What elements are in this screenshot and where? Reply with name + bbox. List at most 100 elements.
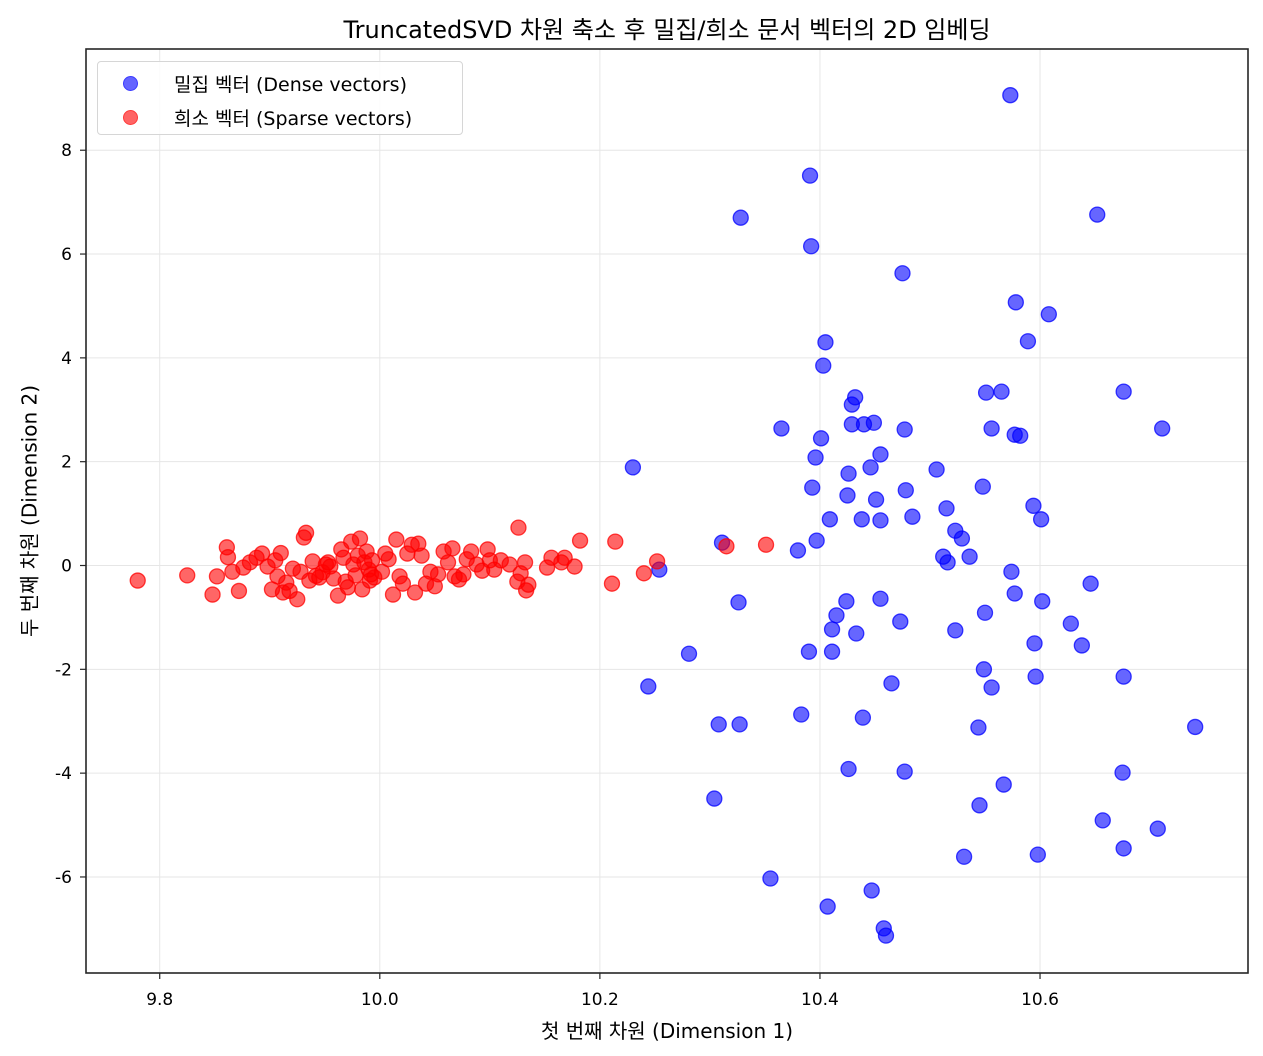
dense-marker-icon (123, 75, 138, 91)
data-point (1089, 206, 1106, 223)
data-point (444, 540, 461, 557)
grid-lines (86, 49, 1248, 973)
data-point (976, 604, 994, 621)
data-point (1187, 718, 1204, 736)
data-point (1026, 635, 1043, 652)
data-point (877, 927, 895, 944)
y-tick-label: 8 (61, 141, 72, 161)
data-point (904, 508, 921, 525)
data-point (1115, 383, 1132, 400)
data-point (380, 551, 397, 568)
data-point (843, 396, 861, 413)
data-point (204, 586, 221, 603)
data-point (823, 643, 841, 660)
data-point (429, 566, 447, 583)
data-point (983, 679, 1000, 696)
y-tick-label: 6 (61, 245, 72, 265)
data-point (730, 594, 747, 611)
data-point (970, 719, 987, 736)
plot-frame (85, 48, 1249, 974)
data-point (1114, 764, 1131, 781)
data-point (961, 548, 978, 565)
data-point (1003, 563, 1020, 580)
data-point (802, 238, 820, 255)
x-axis-label: 첫 번째 차원 (Dimension 1) (540, 1019, 794, 1043)
data-point (1149, 820, 1166, 837)
data-point (812, 430, 830, 447)
data-point (947, 622, 964, 639)
data-point (897, 482, 914, 499)
data-point (974, 478, 991, 495)
data-point (1006, 585, 1023, 602)
data-point (219, 549, 237, 566)
data-point (1002, 87, 1019, 104)
data-point (1040, 306, 1057, 323)
data-point (757, 536, 775, 553)
data-point (1115, 840, 1132, 857)
y-tick-label: -4 (55, 764, 72, 784)
data-point (455, 566, 472, 583)
data-point (640, 678, 657, 695)
data-point (230, 582, 248, 600)
data-point (351, 530, 369, 547)
y-axis-label: 두 번째 차원 (Dimension 2) (17, 384, 42, 638)
data-point (680, 645, 698, 662)
data-point (995, 776, 1012, 793)
x-tick-label: 10.4 (801, 990, 839, 1010)
data-point (648, 553, 666, 570)
data-point (129, 572, 146, 589)
data-point (1062, 615, 1079, 632)
dense-series (624, 87, 1204, 944)
sparse-marker-icon (123, 109, 138, 125)
data-point (762, 870, 779, 887)
data-point (838, 593, 855, 610)
data-point (853, 511, 870, 528)
x-tick-label: 9.8 (146, 990, 173, 1010)
data-point (955, 848, 973, 865)
data-point (883, 675, 900, 692)
data-point (953, 530, 971, 547)
data-point (635, 565, 653, 582)
x-tick-label: 10.2 (581, 990, 619, 1010)
data-point (1025, 497, 1042, 514)
axis-ticks: 9.8 10.0 10.2 10.4 10.6 8 6 4 2 0 -2 -4 -6 (55, 141, 1059, 1010)
data-point (892, 613, 909, 630)
data-point (867, 491, 885, 508)
data-point (977, 384, 995, 401)
data-point (710, 716, 727, 733)
data-point (872, 446, 889, 463)
data-point (848, 625, 865, 642)
data-point (1154, 420, 1171, 437)
data-point (1019, 333, 1037, 350)
data-point (394, 575, 412, 592)
legend: 밀집 벡터 (Dense vectors) 희소 벡터 (Sparse vect… (97, 61, 463, 135)
data-point (823, 621, 841, 638)
data-point (706, 790, 723, 807)
data-point (384, 586, 402, 603)
y-tick-label: 2 (61, 453, 72, 473)
data-point (1012, 427, 1029, 444)
data-point (1115, 668, 1132, 685)
data-point (840, 760, 857, 778)
data-point (607, 533, 624, 550)
data-point (1032, 511, 1050, 528)
data-point (297, 524, 315, 541)
data-point (510, 519, 527, 536)
data-point (718, 538, 735, 555)
data-point (439, 554, 457, 571)
data-point (983, 420, 1000, 437)
data-point (939, 554, 956, 571)
data-point (373, 563, 391, 580)
chart-title: TruncatedSVD 차원 축소 후 밀집/희소 문서 벡터의 2D 임베딩 (343, 16, 991, 44)
data-point (603, 575, 621, 592)
data-point (1029, 846, 1046, 863)
data-point (1034, 593, 1051, 610)
data-point (363, 552, 381, 569)
data-point (272, 544, 289, 562)
data-point (819, 898, 836, 915)
x-tick-label: 10.6 (1021, 990, 1059, 1010)
data-point (800, 643, 818, 660)
data-point (1027, 668, 1044, 685)
data-point (388, 531, 405, 548)
